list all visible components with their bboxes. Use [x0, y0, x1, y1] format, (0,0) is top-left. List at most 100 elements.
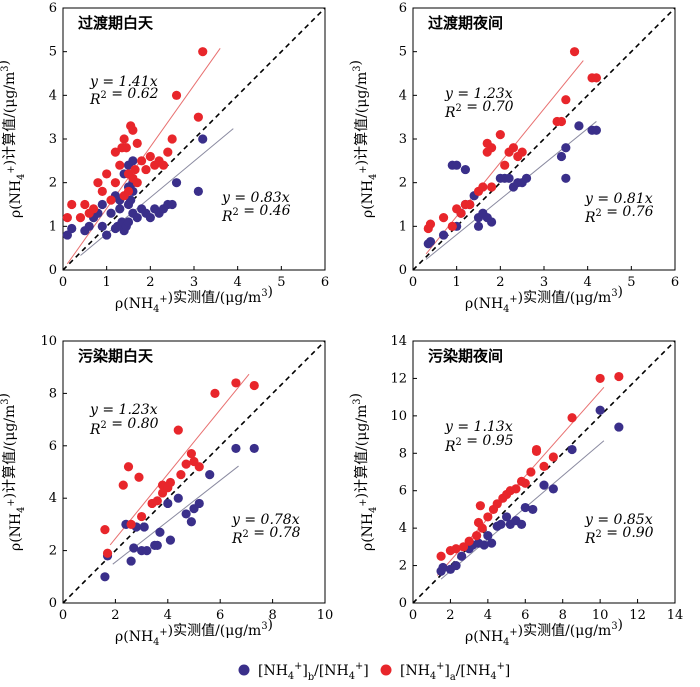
r2-red: R2 = 0.62 — [89, 86, 159, 108]
point-a — [115, 160, 125, 170]
plot-frame — [412, 340, 676, 604]
point-b — [126, 195, 136, 205]
point-b — [84, 221, 94, 231]
y-axis-label: ρ(NH4+)计算值/(μg/m3) — [0, 393, 27, 551]
point-b — [102, 230, 112, 240]
point-b — [181, 509, 191, 519]
r2-red: R2 = 0.80 — [89, 416, 159, 438]
y-tick-label: 5 — [49, 45, 57, 60]
eq-red: y = 1.23x — [89, 402, 158, 418]
point-b — [614, 422, 624, 432]
x-tick-labels: 0 1 2 3 4 5 6 — [409, 266, 679, 290]
legend-marker-b — [238, 664, 250, 676]
r2-blue: R2 = 0.90 — [584, 525, 654, 547]
point-b — [561, 173, 571, 183]
point-a — [198, 47, 208, 57]
series-b-points — [436, 405, 624, 576]
y-axis-label: ρ(NH4+)计算值/(μg/m3) — [348, 60, 379, 218]
y-axis-label: ρ(NH4+)计算值/(μg/m3) — [348, 393, 379, 551]
point-b — [425, 237, 436, 247]
r2-blue: R2 = 0.76 — [584, 204, 654, 226]
point-a — [436, 551, 446, 561]
point-a — [477, 523, 487, 533]
x-tick-label: 0 — [59, 608, 67, 623]
point-a — [193, 112, 203, 122]
x-tick-label: 2 — [146, 275, 154, 290]
point-b — [193, 186, 203, 196]
point-a — [458, 542, 469, 552]
point-b — [129, 543, 139, 553]
x-tick-label: 4 — [164, 608, 172, 623]
point-a — [93, 178, 103, 188]
point-a — [119, 191, 129, 201]
x-tick-label: 1 — [453, 275, 461, 290]
point-b — [473, 221, 484, 231]
r2-red: R2 = 0.95 — [444, 433, 514, 455]
point-b — [152, 540, 162, 550]
x-tick-label: 3 — [540, 275, 548, 290]
x-tick-labels: 0 1 2 3 4 5 6 — [59, 266, 329, 290]
eq-blue: y = 0.83x — [221, 190, 290, 206]
point-b — [145, 213, 155, 223]
point-a — [110, 147, 120, 157]
one-to-one-line — [412, 7, 676, 271]
legend-label-a: [NH4+]a/[NH4+] — [400, 661, 510, 683]
point-a — [569, 47, 580, 57]
point-a — [173, 425, 183, 435]
y-tick-label: 2 — [399, 176, 407, 191]
point-a — [492, 499, 502, 509]
point-a — [67, 199, 77, 210]
y-tick-label: 10 — [390, 409, 407, 424]
point-a — [134, 472, 144, 482]
point-b — [574, 121, 584, 131]
point-b — [205, 470, 215, 480]
point-a — [500, 160, 510, 170]
point-b — [165, 535, 176, 545]
point-b — [520, 502, 530, 513]
point-a — [181, 459, 191, 469]
point-a — [456, 208, 466, 218]
point-a — [100, 525, 110, 535]
eq-red: y = 1.23x — [444, 86, 513, 102]
x-tick-label: 3 — [190, 275, 198, 290]
point-a — [157, 488, 168, 498]
y-tick-label: 2 — [49, 176, 57, 191]
point-a — [526, 467, 536, 477]
point-b — [501, 512, 512, 522]
point-a — [137, 511, 147, 522]
point-b — [567, 444, 577, 455]
eq-red: y = 1.13x — [444, 419, 513, 435]
x-tick-label: 14 — [667, 608, 684, 623]
point-a — [472, 531, 482, 541]
point-b — [171, 178, 182, 188]
point-a — [106, 195, 116, 205]
point-b — [487, 538, 497, 548]
point-b — [556, 151, 567, 162]
point-a — [110, 178, 120, 188]
point-a — [137, 156, 147, 166]
eq-blue: y = 0.81x — [584, 191, 653, 207]
fit-line-a — [109, 373, 250, 546]
point-a — [465, 199, 475, 210]
point-a — [508, 143, 519, 153]
point-b — [62, 230, 72, 240]
series-a-points — [436, 371, 624, 561]
point-b — [115, 204, 125, 214]
y-tick-label: 5 — [399, 45, 407, 60]
x-tick-label: 6 — [521, 608, 529, 623]
point-b — [231, 443, 241, 454]
y-tick-label: 12 — [390, 371, 407, 386]
legend-marker-a — [380, 664, 392, 676]
y-tick-label: 2 — [399, 559, 407, 574]
series-a-points — [423, 47, 602, 234]
point-a — [475, 501, 485, 511]
point-a — [119, 134, 129, 144]
point-a — [152, 496, 162, 506]
point-a — [249, 380, 259, 391]
x-tick-label: 5 — [277, 275, 285, 290]
point-a — [194, 462, 204, 472]
eq-blue: y = 0.85x — [584, 512, 653, 528]
point-b — [591, 125, 602, 135]
point-a — [556, 116, 567, 127]
